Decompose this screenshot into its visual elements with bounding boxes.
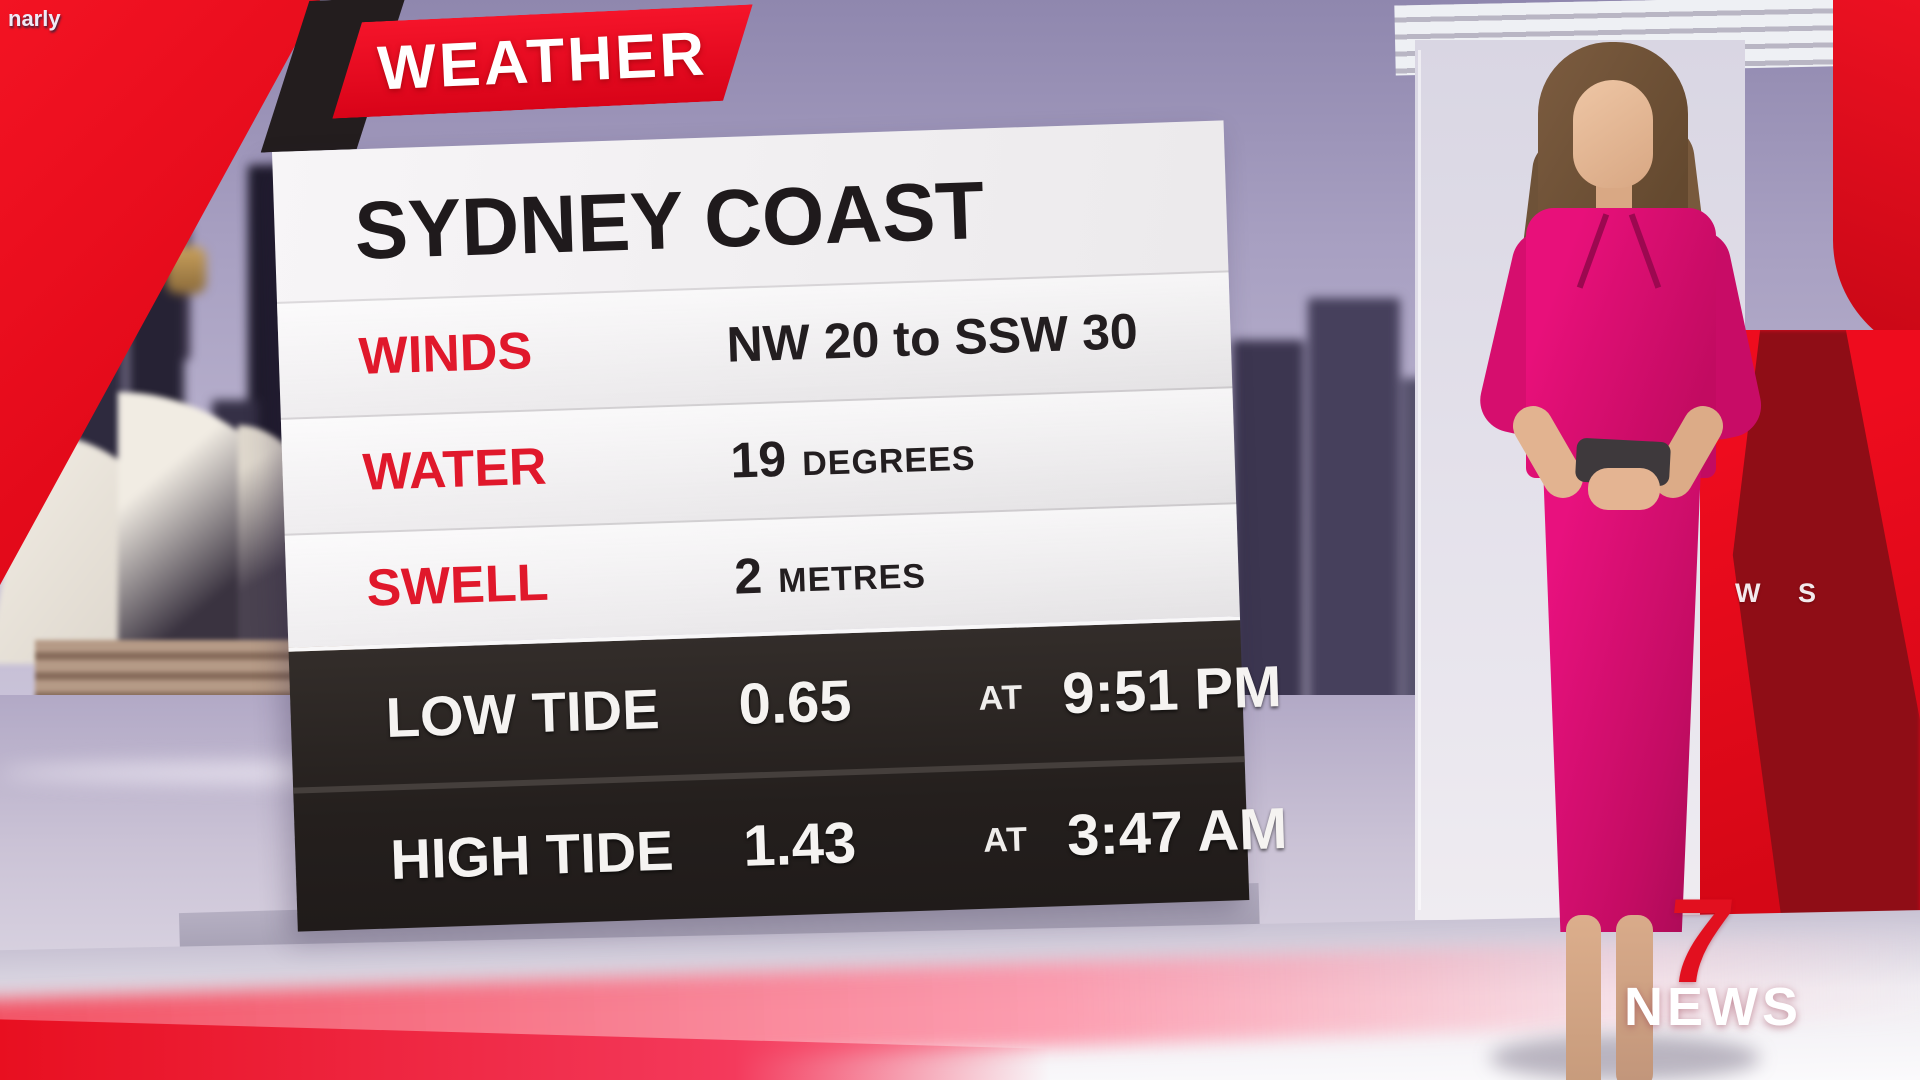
winds-value: NW 20 to SSW 30 bbox=[726, 302, 1155, 374]
low-tide-connector: AT bbox=[977, 678, 1024, 718]
tides-section: LOW TIDE 0.65 AT 9:51 PM HIGH TIDE 1.43 … bbox=[288, 616, 1288, 932]
presenter-hands bbox=[1588, 468, 1660, 510]
water-label: WATER bbox=[361, 437, 548, 502]
high-tide-time: 3:47 AM bbox=[1066, 795, 1289, 869]
swell-value: 2 METRES bbox=[733, 541, 926, 605]
panel-title: SYDNEY COAST bbox=[353, 164, 986, 277]
weather-banner: WEATHER bbox=[328, 4, 757, 118]
high-tide-height: 1.43 bbox=[742, 810, 858, 879]
water-value-number: 19 bbox=[729, 430, 788, 489]
watermark-text: narly bbox=[8, 6, 61, 31]
low-tide-time: 9:51 PM bbox=[1061, 654, 1283, 727]
low-tide-label: LOW TIDE bbox=[384, 676, 661, 750]
water-value: 19 DEGREES bbox=[730, 424, 977, 490]
winds-label: WINDS bbox=[357, 322, 534, 386]
weather-panel: SYDNEY COAST WINDS NW 20 to SSW 30 WATER… bbox=[272, 120, 1288, 932]
water-unit: DEGREES bbox=[801, 439, 977, 484]
swell-label: SWELL bbox=[365, 553, 550, 618]
low-tide-height: 0.65 bbox=[737, 668, 853, 737]
studio-wall-edge bbox=[1418, 50, 1421, 910]
presenter-leg bbox=[1566, 915, 1601, 1080]
background-news-sign-letters: W S bbox=[1735, 578, 1831, 608]
presenter-face bbox=[1573, 80, 1653, 188]
winds-value-text: NW 20 to SSW 30 bbox=[725, 303, 1139, 373]
weather-banner-label: WEATHER bbox=[376, 19, 709, 104]
conditions-section: SYDNEY COAST WINDS NW 20 to SSW 30 WATER… bbox=[272, 120, 1241, 652]
presenter-dress-skirt bbox=[1542, 460, 1702, 932]
seven-news-logo: 7 NEWS bbox=[1618, 874, 1828, 1045]
presenter bbox=[1430, 20, 1810, 1080]
high-tide-connector: AT bbox=[982, 820, 1029, 860]
seven-news-wordmark: NEWS bbox=[1624, 977, 1802, 1037]
swell-unit: METRES bbox=[777, 557, 927, 601]
presenter-leg bbox=[1616, 915, 1653, 1080]
swell-value-number: 2 bbox=[733, 547, 764, 605]
high-tide-label: HIGH TIDE bbox=[389, 818, 675, 891]
winds-unit bbox=[1153, 318, 1154, 356]
